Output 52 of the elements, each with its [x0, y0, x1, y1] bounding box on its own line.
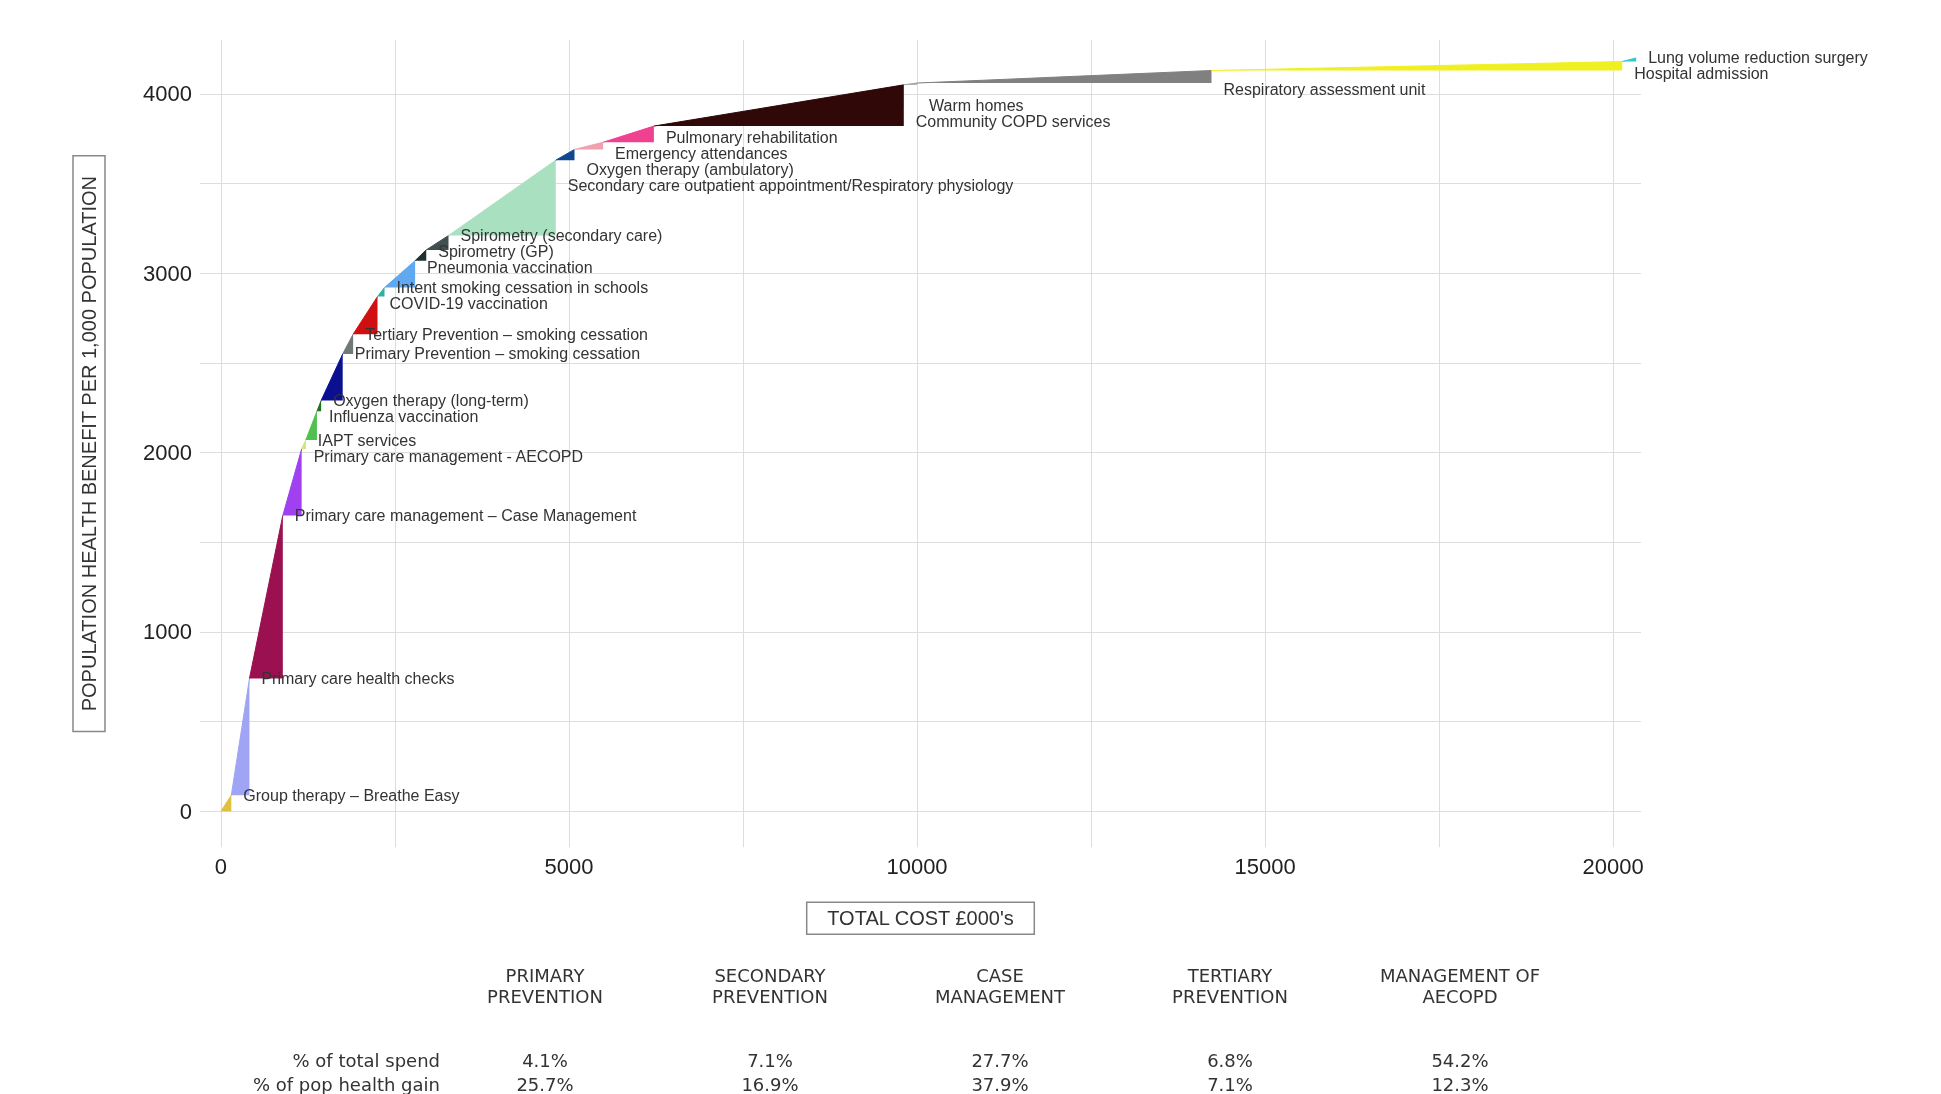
- text: PRIMARY PREVENTION: [486, 965, 604, 1007]
- y-tick-label: 3000: [143, 260, 192, 286]
- text: 37.9%: [970, 1074, 1030, 1094]
- text: % of pop health gain: [251, 1074, 440, 1094]
- y-tick-label: 2000: [143, 440, 192, 466]
- x-tick-label: 0: [214, 853, 228, 879]
- series-label: Spirometry (secondary care): [460, 227, 663, 245]
- series-label: COVID-19 vaccination: [389, 295, 548, 313]
- text: 54.2%: [1430, 1050, 1490, 1071]
- x-tick-label: 20000: [1582, 853, 1644, 879]
- series-label: Influenza vaccination: [328, 408, 479, 426]
- text: % of total spend: [291, 1050, 440, 1071]
- x-tick-label: 5000: [544, 853, 594, 879]
- series-label: Tertiary Prevention – smoking cessation: [365, 325, 648, 343]
- series-label: Pulmonary rehabilitation: [665, 129, 838, 147]
- series-label: Intent smoking cessation in schools: [396, 279, 649, 297]
- series-label: Secondary care outpatient appointment/Respiratory physiology: [567, 177, 1014, 195]
- series-label: Primary care health checks: [261, 670, 455, 688]
- text: TERTIARY PREVENTION: [1171, 965, 1289, 1007]
- x-tick-label: 15000: [1234, 853, 1296, 879]
- series-label: Primary care management - AECOPD: [313, 447, 584, 465]
- series-label: Emergency attendances: [615, 145, 788, 163]
- text: 27.7%: [970, 1050, 1030, 1071]
- x-tick-label: 10000: [886, 853, 948, 879]
- series-label: Spirometry (GP): [438, 243, 554, 261]
- text: 6.8%: [1206, 1050, 1254, 1071]
- x-axis-title: TOTAL COST £000's: [827, 907, 1014, 930]
- series-label: Pneumonia vaccination: [427, 259, 593, 277]
- text: 25.7%: [515, 1074, 575, 1094]
- text: CASE MANAGEMENT: [934, 965, 1066, 1007]
- series-label: Group therapy – Breathe Easy: [243, 786, 460, 804]
- y-tick-label: 1000: [143, 619, 192, 645]
- series-label: IAPT services: [317, 431, 417, 449]
- text: 7.1%: [1206, 1074, 1254, 1094]
- series-label: Respiratory assessment unit: [1223, 81, 1426, 99]
- text: 16.9%: [740, 1074, 800, 1094]
- series-label: Community COPD services: [915, 113, 1111, 131]
- y-tick-label: 0: [179, 798, 192, 824]
- text: MANAGEMENT OF AECOPD: [1378, 965, 1542, 1007]
- y-axis-title: POPULATION HEALTH BENEFIT PER 1,000 POPULATION: [78, 175, 100, 712]
- series-label: Hospital admission: [1634, 65, 1769, 83]
- text: SECONDARY PREVENTION: [711, 965, 829, 1007]
- series-label: Oxygen therapy (ambulatory): [586, 161, 794, 179]
- series-label: Oxygen therapy (long-term): [333, 392, 529, 410]
- series-label: Warm homes: [929, 97, 1024, 115]
- text: 7.1%: [746, 1050, 794, 1071]
- text: 12.3%: [1430, 1074, 1490, 1094]
- series-label: Primary care management – Case Management: [294, 506, 637, 524]
- series-label: Lung volume reduction surgery: [1648, 49, 1868, 67]
- series-label: Primary Prevention – smoking cessation: [354, 345, 641, 363]
- text: 4.1%: [521, 1050, 569, 1071]
- y-tick-label: 4000: [143, 81, 192, 107]
